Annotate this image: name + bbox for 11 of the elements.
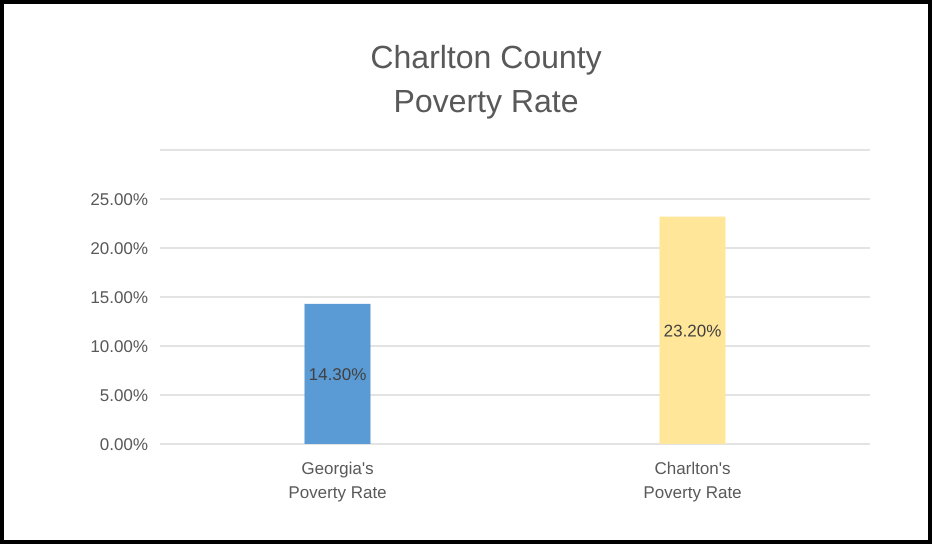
y-tick-label: 20.00% (90, 239, 148, 258)
x-tick-label: Georgia's Poverty Rate (288, 459, 387, 502)
y-tick-label: 15.00% (90, 288, 148, 307)
y-tick-label: 10.00% (90, 337, 148, 356)
chart-title: Charlton County Poverty Rate (370, 39, 602, 119)
data-label: 23.20% (664, 321, 722, 340)
y-tick-label: 0.00% (100, 435, 148, 454)
y-tick-label: 25.00% (90, 190, 148, 209)
data-label: 14.30% (308, 364, 366, 384)
x-tick-label: Charlton's Poverty Rate (643, 459, 742, 502)
y-tick-label: 5.00% (100, 386, 148, 405)
